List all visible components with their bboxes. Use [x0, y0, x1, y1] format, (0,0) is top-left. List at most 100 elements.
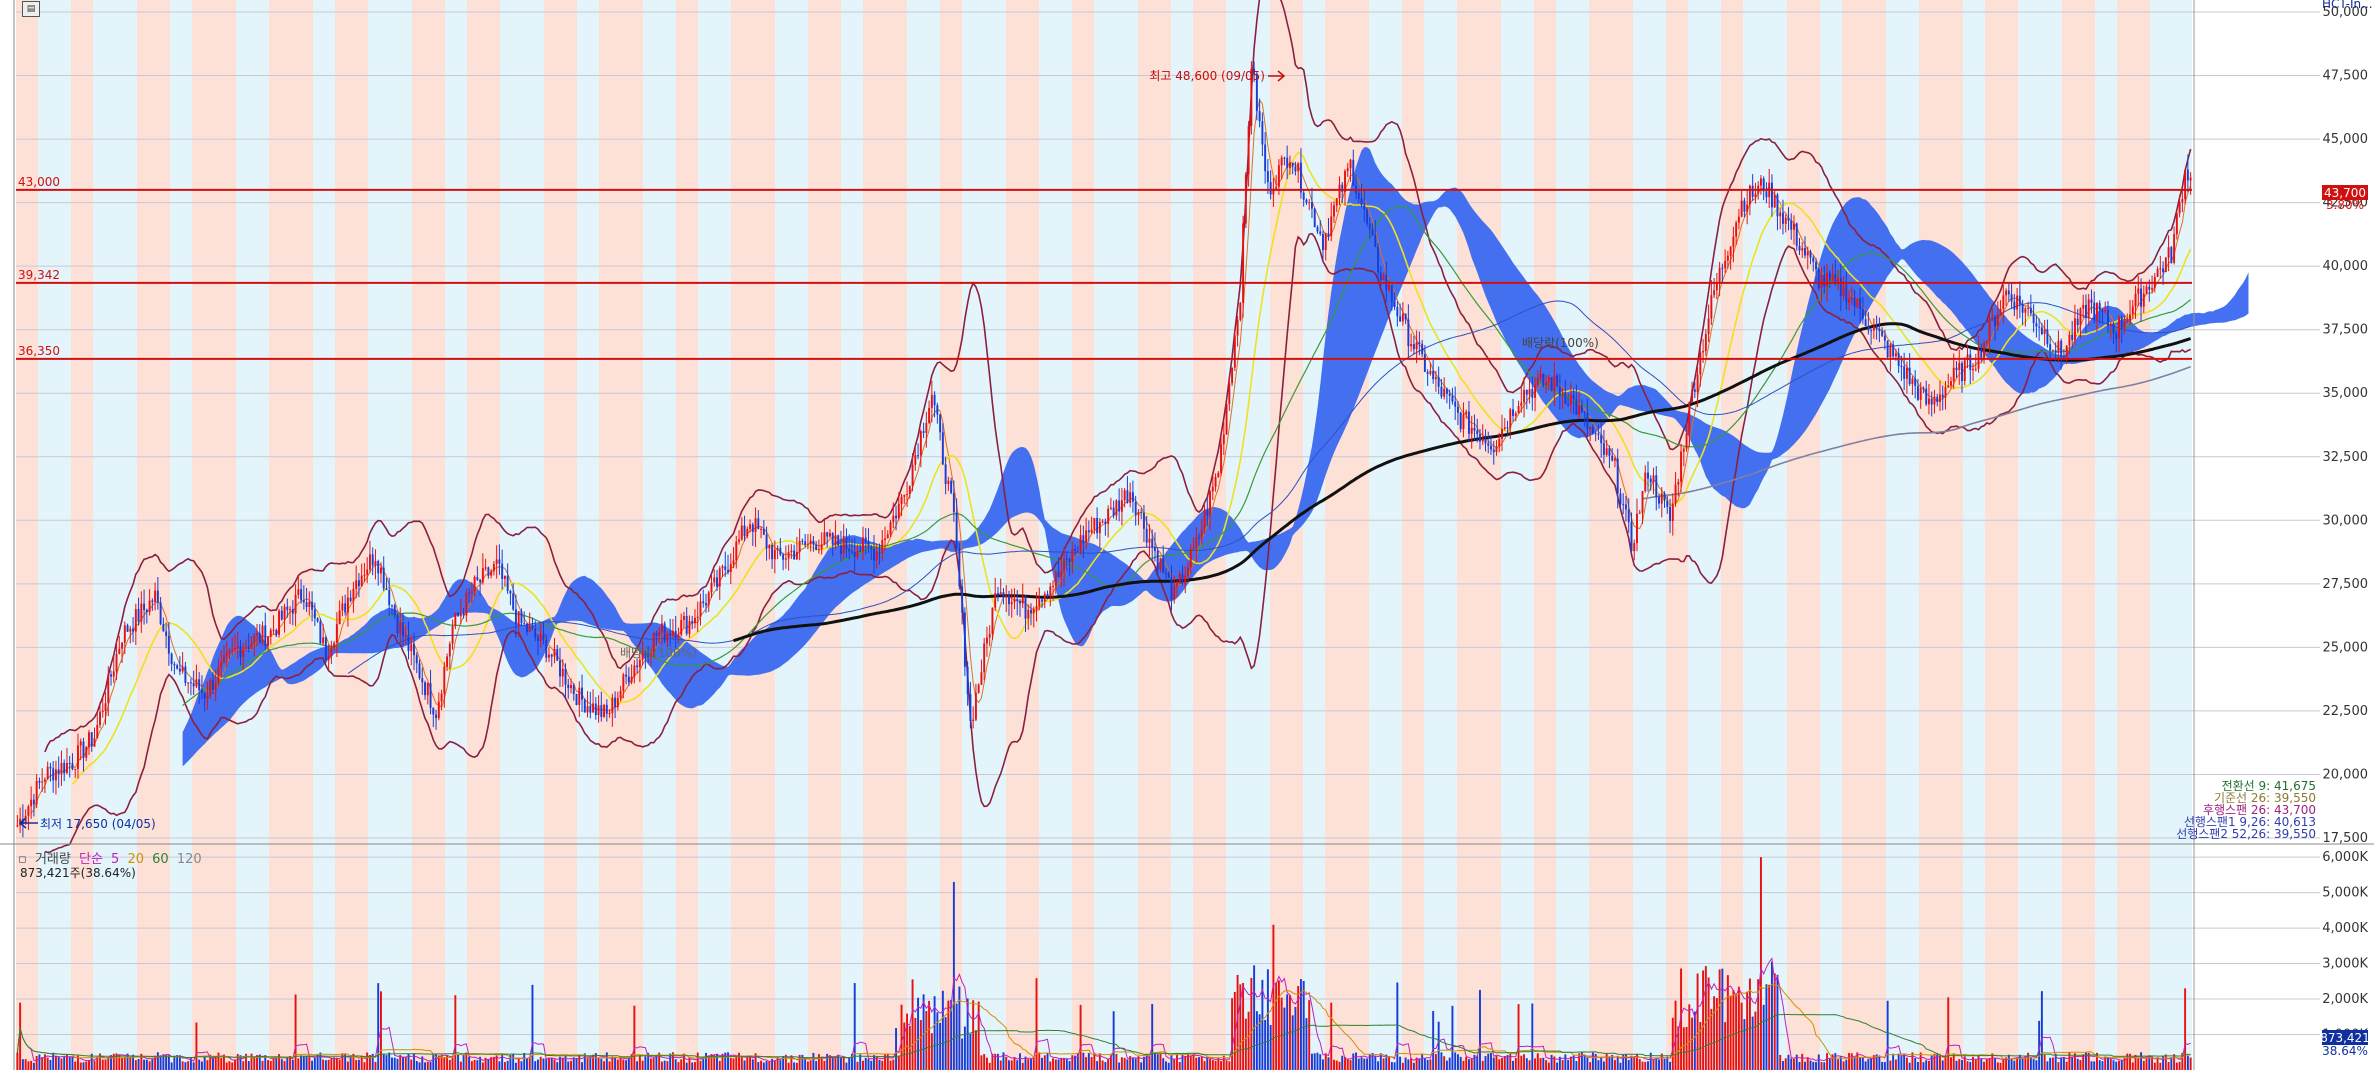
candle-body [1495, 446, 1498, 453]
volume-bar [663, 1060, 666, 1070]
candle-body [842, 535, 845, 554]
volume-bar [2013, 1060, 2016, 1070]
volume-bar [1735, 994, 1738, 1070]
high-arrow-icon [1268, 70, 1286, 82]
candle-body [1680, 451, 1683, 482]
volume-bar [1363, 1058, 1366, 1070]
bg-band [907, 0, 940, 1070]
volume-bar [1305, 1018, 1308, 1070]
volume-bar [399, 1055, 402, 1070]
volume-bar [1944, 1056, 1947, 1070]
candle-body [1831, 274, 1834, 281]
candle-body [2140, 288, 2143, 307]
volume-bar [231, 1062, 234, 1070]
volume-bar [1277, 980, 1280, 1070]
candle-body [319, 621, 322, 644]
volume-bar [187, 1061, 190, 1070]
candle-body [597, 705, 600, 716]
volume-bar [1501, 1058, 1503, 1070]
volume-bar [1655, 1058, 1658, 1070]
volume-bar [831, 1057, 834, 1070]
candle-body [655, 632, 658, 636]
volume-bar [856, 1061, 859, 1070]
candle-body [1211, 486, 1214, 492]
volume-bar [385, 1055, 388, 1070]
volume-bar [278, 1054, 281, 1070]
volume-bar [104, 1059, 107, 1070]
volume-bar [1005, 1056, 1008, 1070]
volume-bar [393, 1057, 396, 1070]
volume-bar [1338, 1061, 1341, 1070]
volume-bar [1030, 1059, 1032, 1070]
volume-bar [1087, 1053, 1090, 1070]
volume-bar [578, 1054, 581, 1070]
volume-bar [1503, 1056, 1506, 1070]
volume-bar [757, 1062, 760, 1070]
y-tick-label: 45,000 [2323, 132, 2369, 147]
chart-menu-button[interactable]: ▤ [22, 1, 40, 17]
candle-body [1393, 301, 1396, 307]
volume-bar [413, 1053, 415, 1070]
volume-bar [1647, 1061, 1649, 1070]
volume-bar [583, 1053, 586, 1070]
candle-body [451, 626, 454, 644]
candle-body [539, 633, 542, 642]
bg-band [577, 0, 599, 1070]
candle-body [680, 619, 683, 635]
volume-bar [498, 1061, 501, 1070]
candle-body [1826, 272, 1829, 287]
volume-bar [696, 1052, 699, 1070]
candle-body [988, 633, 991, 638]
volume-bar [1445, 1060, 1448, 1070]
volume-bar [1437, 1021, 1440, 1070]
volume-bar [1638, 1059, 1641, 1070]
candle-body [771, 545, 774, 560]
volume-bar [2076, 1058, 2079, 1070]
volume-bar [503, 1061, 506, 1070]
volume-bar [1512, 1060, 1514, 1070]
volume-bar [1613, 1060, 1616, 1070]
volume-bar [1065, 1058, 1068, 1070]
volume-bar [1002, 1052, 1005, 1070]
volume-bar [2140, 1052, 2143, 1070]
volume-bar [509, 1054, 512, 1070]
candle-body [1093, 517, 1096, 530]
volume-bar [534, 1061, 537, 1070]
candle-body [1969, 354, 1972, 371]
candle-body [2131, 306, 2134, 315]
candle-body [258, 633, 261, 643]
volume-bar [1908, 1062, 1911, 1070]
candle-body [1707, 318, 1710, 335]
candle-body [1955, 367, 1958, 371]
volume-bar [1170, 1055, 1173, 1070]
candle-body [1908, 367, 1911, 385]
candle-body [1823, 274, 1826, 287]
bg-band [1094, 0, 1138, 1070]
volume-bar [740, 1057, 743, 1070]
volume-bar [1255, 1011, 1258, 1070]
volume-bar [680, 1059, 683, 1070]
volume-bar [952, 881, 955, 1070]
volume-bar [1988, 1058, 1991, 1070]
volume-bar [1817, 1054, 1820, 1070]
ichimoku-legend: 전환선 9: 41,675 기준선 26: 39,550 후행스팬 26: 43… [2176, 780, 2316, 840]
volume-bar [1104, 1062, 1107, 1070]
candle-body [2167, 247, 2170, 258]
volume-bar [727, 1052, 729, 1070]
volume-bar [2002, 1059, 2005, 1070]
volume-bar [1280, 997, 1283, 1070]
volume-bar [605, 1052, 608, 1070]
candle-body [1418, 342, 1421, 345]
volume-bar [165, 1055, 168, 1070]
candle-body [484, 567, 487, 569]
volume-bar [594, 1053, 597, 1070]
candle-body [446, 656, 449, 667]
volume-bar [46, 1057, 49, 1070]
volume-bar [1035, 978, 1038, 1070]
volume-bar [459, 1061, 462, 1070]
legend-square-icon: ▫ [18, 852, 27, 867]
legend-ma20: 20 [127, 852, 145, 867]
volume-bar [148, 1061, 151, 1070]
volume-bar [1740, 1002, 1743, 1070]
